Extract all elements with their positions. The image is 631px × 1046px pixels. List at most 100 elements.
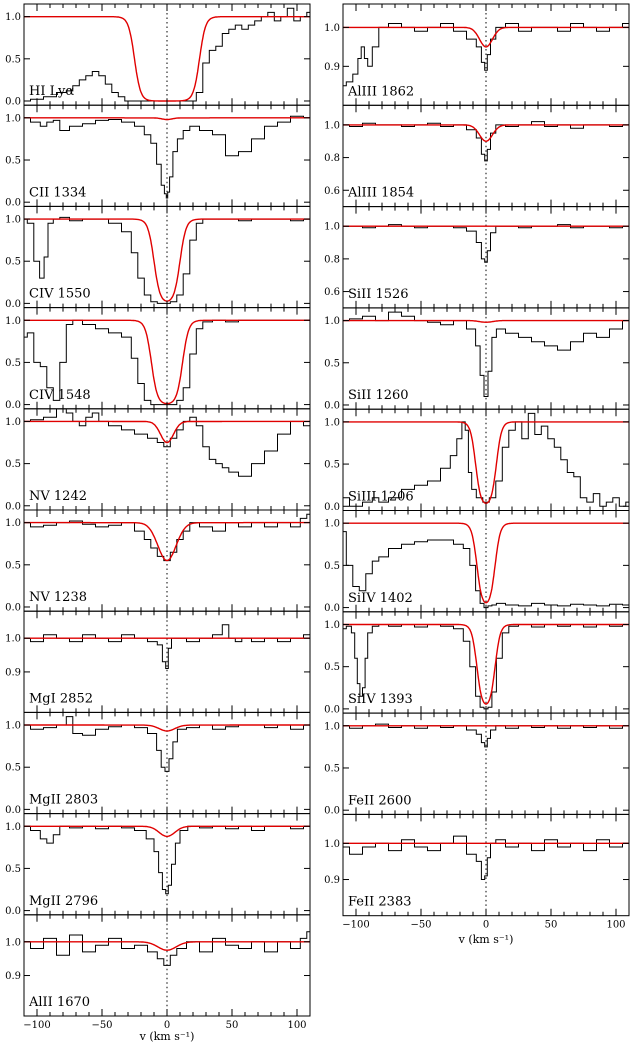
y-tick-label: 1.0 — [5, 937, 21, 948]
data-histogram — [24, 7, 310, 102]
y-tick-label: 0.5 — [324, 358, 340, 369]
model-curve — [343, 522, 629, 604]
model-curve — [343, 421, 629, 505]
panel-alii-1670: −100 −50 0 50 100 0.9 1.0 AlII 1670 — [5, 914, 311, 1031]
x-axis-label-right: v (km s⁻¹) — [458, 933, 514, 946]
panel-civ-1548: 0.0 0.5 1.0 CIV 1548 — [5, 307, 311, 411]
x-tick-label: 100 — [606, 920, 625, 931]
y-tick-label: 0.5 — [324, 460, 340, 471]
panel-label: FeII 2600 — [348, 793, 412, 808]
panel-label: FeII 2383 — [348, 895, 412, 910]
panel-label: SiII 1526 — [348, 287, 409, 302]
data-histogram — [343, 224, 629, 263]
panel-label: SiIV 1402 — [348, 591, 413, 606]
panel-aliii-1862: 0.9 1.0 AlIII 1862 — [324, 3, 630, 106]
panel-label: AlIII 1854 — [347, 186, 414, 201]
y-tick-label: 0.6 — [324, 186, 340, 197]
panel-siii-1260: 0.0 0.5 1.0 SiII 1260 — [324, 307, 630, 411]
panel-label: CII 1334 — [29, 185, 86, 200]
y-tick-label: 0.9 — [5, 971, 21, 982]
data-histogram — [24, 931, 310, 966]
panel-mgii-2796: 0.0 0.5 1.0 MgII 2796 — [5, 813, 311, 917]
y-tick-label: 1.0 — [324, 222, 340, 233]
y-tick-label: 0.0 — [5, 602, 21, 613]
panel-label: AlIII 1862 — [347, 84, 414, 99]
y-tick-label: 0.0 — [5, 198, 21, 209]
y-tick-label: 0.9 — [324, 875, 340, 886]
y-tick-label: 0.5 — [5, 358, 21, 369]
y-tick-label: 1.0 — [5, 113, 21, 124]
y-tick-label: 0.5 — [5, 156, 21, 167]
model-curve — [343, 26, 629, 48]
panel-siiv-1402: 0.0 0.5 1.0 SiIV 1402 — [324, 510, 630, 614]
y-tick-label: 0.8 — [324, 153, 340, 164]
y-tick-label: 0.0 — [324, 400, 340, 411]
panel-siii-1526: 0.6 0.8 1.0 SiII 1526 — [324, 206, 630, 309]
model-curve — [24, 941, 310, 951]
y-tick-label: 0.0 — [324, 603, 340, 614]
model-curve — [24, 521, 310, 562]
y-tick-label: 0.0 — [5, 400, 21, 411]
model-curve — [24, 724, 310, 732]
panel-feii-2600: 0.0 0.5 1.0 FeII 2600 — [324, 712, 630, 817]
y-tick-label: 0.0 — [5, 906, 21, 917]
model-curve — [343, 623, 629, 705]
panel-label: HI Lyα — [29, 84, 74, 99]
y-tick-label: 0.0 — [5, 299, 21, 310]
panel-label: NV 1242 — [29, 489, 87, 504]
y-tick-label: 1.0 — [5, 721, 21, 732]
panel-label: MgII 2803 — [29, 793, 98, 808]
panel-mgii-2803: 0.0 0.5 1.0 MgII 2803 — [5, 711, 311, 816]
model-curve — [343, 124, 629, 142]
y-tick-label: 1.0 — [5, 518, 21, 529]
y-tick-label: 0.5 — [5, 459, 21, 470]
y-tick-label: 1.0 — [324, 120, 340, 131]
y-tick-label: 1.0 — [5, 822, 21, 833]
panel-label: CIV 1548 — [29, 388, 91, 403]
panel-label: SiII 1260 — [348, 388, 409, 403]
y-tick-label: 1.0 — [324, 620, 340, 631]
y-tick-label: 0.5 — [5, 257, 21, 268]
panel-label: AlII 1670 — [28, 995, 90, 1010]
x-tick-label: −50 — [410, 920, 431, 931]
x-tick-label: 50 — [226, 1020, 239, 1031]
y-tick-label: 1.0 — [324, 23, 340, 34]
panel-civ-1550: 0.0 0.5 1.0 CIV 1550 — [5, 205, 311, 310]
y-tick-label: 1.0 — [5, 12, 21, 23]
y-tick-label: 1.0 — [324, 519, 340, 530]
y-tick-label: 0.9 — [324, 62, 340, 73]
data-histogram — [24, 513, 310, 562]
model-curve — [24, 117, 310, 121]
panel-cii-1334: 0.0 0.5 1.0 CII 1334 — [5, 104, 311, 209]
data-histogram — [343, 412, 629, 507]
y-tick-label: 0.5 — [324, 662, 340, 673]
y-tick-label: 0.0 — [324, 806, 340, 817]
y-tick-label: 1.0 — [5, 316, 21, 327]
x-tick-label: 100 — [287, 1020, 306, 1031]
y-tick-label: 0.0 — [324, 502, 340, 513]
data-histogram — [343, 311, 629, 397]
y-tick-label: 1.0 — [5, 215, 21, 226]
model-curve — [24, 420, 310, 444]
panel-siiv-1393: 0.0 0.5 1.0 SiIV 1393 — [324, 611, 630, 715]
y-tick-label: 0.9 — [5, 667, 21, 678]
y-tick-label: 0.0 — [5, 501, 21, 512]
panel-hi-ly: 0.0 0.5 1.0 HI Lyα — [5, 3, 311, 107]
y-tick-label: 0.5 — [324, 561, 340, 572]
y-tick-label: 1.0 — [5, 634, 21, 645]
panel-feii-2383: −100 −50 0 50 100 0.9 1.0 FeII 2383 — [324, 813, 630, 931]
y-tick-label: 0.5 — [5, 864, 21, 875]
y-tick-label: 0.5 — [5, 54, 21, 65]
y-tick-label: 0.0 — [5, 96, 21, 107]
x-tick-label: −100 — [342, 920, 369, 931]
model-curve — [24, 825, 310, 838]
panel-label: MgII 2796 — [29, 894, 98, 909]
y-tick-label: 0.5 — [5, 763, 21, 774]
y-tick-label: 1.0 — [324, 316, 340, 327]
x-tick-label: −100 — [23, 1020, 50, 1031]
panel-mgi-2852: 0.9 1.0 MgI 2852 — [5, 610, 311, 713]
panel-siiii-1206: 0.0 0.5 1.0 SiIII 1206 — [324, 408, 630, 513]
y-tick-label: 0.8 — [324, 254, 340, 265]
panel-label: MgI 2852 — [29, 691, 93, 706]
data-histogram — [24, 115, 310, 199]
